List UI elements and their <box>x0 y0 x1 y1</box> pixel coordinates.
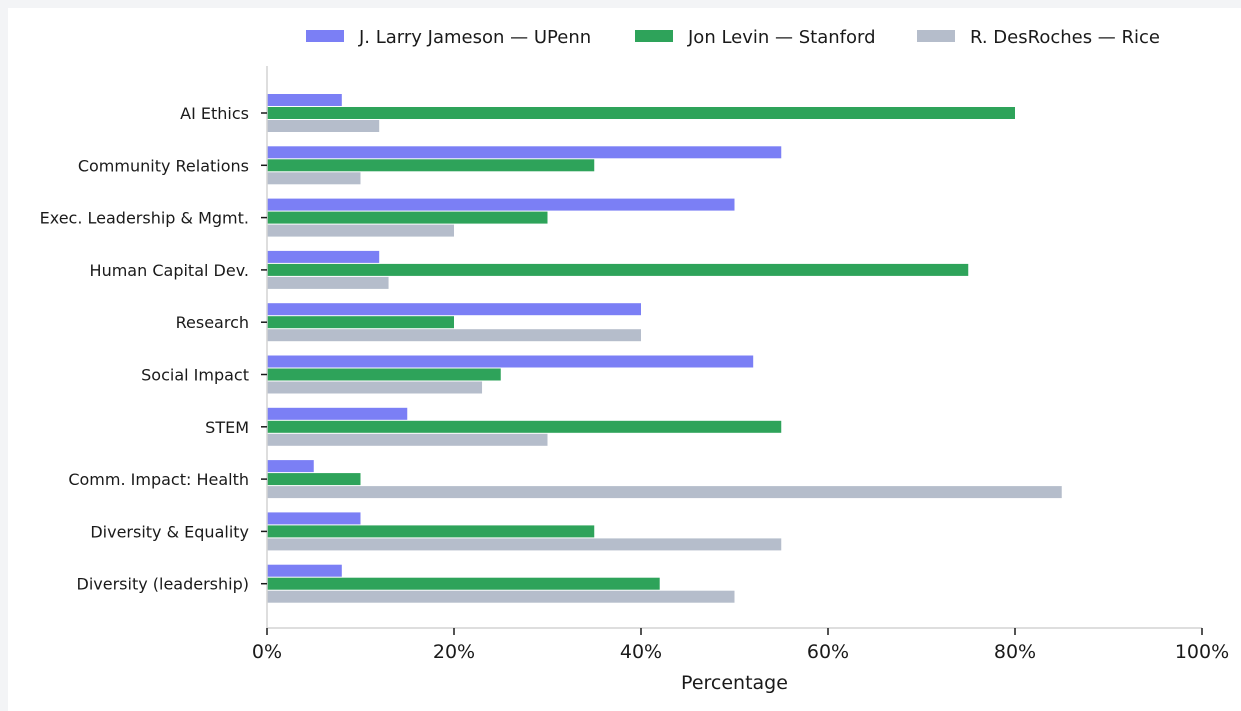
bar-series-0-cat-1 <box>267 146 781 158</box>
y-tick-label: STEM <box>205 418 249 437</box>
legend-swatch <box>306 30 344 42</box>
chart-frame: J. Larry Jameson — UPenn Jon Levin — Stan… <box>8 8 1241 711</box>
bar-series-1-cat-3 <box>267 264 968 276</box>
bar-series-2-cat-7 <box>267 486 1062 498</box>
x-axis-title: Percentage <box>681 672 788 694</box>
x-tick-label: 0% <box>252 641 282 663</box>
bar-series-2-cat-3 <box>267 277 389 289</box>
bar-series-1-cat-6 <box>267 421 781 433</box>
y-tick-label: Social Impact <box>141 366 249 385</box>
y-tick-label: Human Capital Dev. <box>90 261 249 280</box>
bar-series-0-cat-8 <box>267 512 361 524</box>
bar-series-0-cat-0 <box>267 94 342 106</box>
bars <box>267 94 1062 603</box>
bar-series-2-cat-6 <box>267 434 548 446</box>
y-tick-label: Diversity (leadership) <box>77 575 250 594</box>
bar-series-1-cat-8 <box>267 525 594 537</box>
x-tick-label: 60% <box>807 641 849 663</box>
legend-label: R. DesRoches — Rice <box>970 27 1160 48</box>
x-tick-label: 20% <box>433 641 475 663</box>
bar-series-1-cat-1 <box>267 159 594 171</box>
x-tick-label: 100% <box>1175 641 1229 663</box>
legend-label: J. Larry Jameson — UPenn <box>358 27 591 48</box>
bar-series-1-cat-5 <box>267 369 501 381</box>
bar-series-2-cat-0 <box>267 120 379 132</box>
y-tick-label: AI Ethics <box>180 104 249 123</box>
legend-swatch <box>917 30 955 42</box>
x-axis-ticks: 0% 20% 40% 60% 80% 100% <box>252 628 1229 663</box>
bar-series-2-cat-1 <box>267 172 361 184</box>
bar-series-0-cat-3 <box>267 251 379 263</box>
bar-series-0-cat-9 <box>267 565 342 577</box>
legend: J. Larry Jameson — UPenn Jon Levin — Stan… <box>306 27 1160 48</box>
y-tick-label: Research <box>176 313 249 332</box>
bar-series-1-cat-4 <box>267 316 454 328</box>
bar-series-0-cat-5 <box>267 356 753 368</box>
bar-series-1-cat-7 <box>267 473 361 485</box>
bar-series-0-cat-6 <box>267 408 407 420</box>
bar-series-0-cat-7 <box>267 460 314 472</box>
bar-series-2-cat-8 <box>267 538 781 550</box>
x-tick-label: 40% <box>620 641 662 663</box>
legend-label: Jon Levin — Stanford <box>687 27 876 48</box>
bar-series-1-cat-2 <box>267 212 548 224</box>
bar-series-2-cat-9 <box>267 591 735 603</box>
bar-series-1-cat-0 <box>267 107 1015 119</box>
y-tick-label: Community Relations <box>78 156 249 175</box>
y-axis-ticks: AI Ethics Community Relations Exec. Leader… <box>40 104 267 594</box>
bar-series-1-cat-9 <box>267 578 660 590</box>
bar-series-0-cat-2 <box>267 199 735 211</box>
bar-series-2-cat-4 <box>267 329 641 341</box>
bar-series-2-cat-5 <box>267 382 482 394</box>
y-tick-label: Comm. Impact: Health <box>68 470 249 489</box>
x-tick-label: 80% <box>994 641 1036 663</box>
bar-series-2-cat-2 <box>267 225 454 237</box>
y-tick-label: Diversity & Equality <box>90 522 249 541</box>
bar-chart: J. Larry Jameson — UPenn Jon Levin — Stan… <box>8 8 1241 711</box>
legend-swatch <box>635 30 673 42</box>
bar-series-0-cat-4 <box>267 303 641 315</box>
y-tick-label: Exec. Leadership & Mgmt. <box>40 209 249 228</box>
